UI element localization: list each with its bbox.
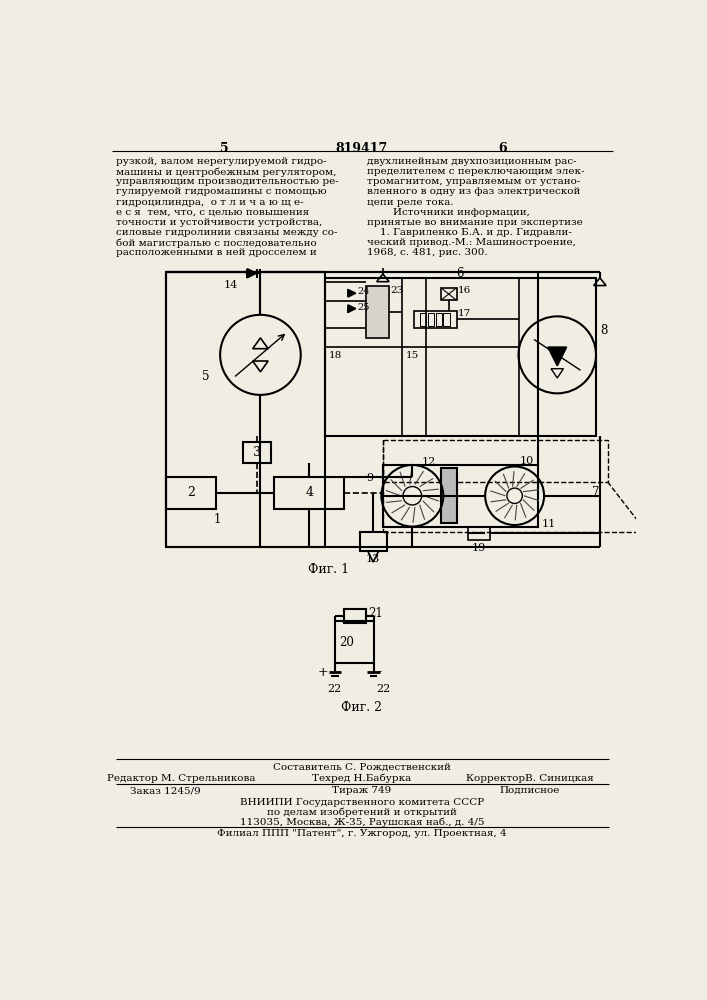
Text: КорректорВ. Синицкая: КорректорВ. Синицкая: [466, 774, 594, 783]
Text: Техред Н.Бабурка: Техред Н.Бабурка: [312, 774, 411, 783]
Text: 12: 12: [421, 457, 436, 467]
Text: Составитель С. Рождественский: Составитель С. Рождественский: [273, 763, 451, 772]
Text: 1968, с. 481, рис. 300.: 1968, с. 481, рис. 300.: [368, 248, 488, 257]
Text: е с я  тем, что, с целью повышения: е с я тем, что, с целью повышения: [115, 208, 309, 217]
Bar: [166, 272, 325, 547]
Polygon shape: [348, 305, 356, 312]
Text: управляющим производительностью ре-: управляющим производительностью ре-: [115, 177, 338, 186]
Text: гидроцилиндра,  о т л и ч а ю щ е-: гидроцилиндра, о т л и ч а ю щ е-: [115, 198, 303, 207]
Bar: [243, 442, 271, 463]
Text: 19: 19: [472, 543, 486, 553]
Text: Фиг. 1: Фиг. 1: [308, 563, 349, 576]
Bar: [420, 313, 426, 326]
Text: 22: 22: [327, 684, 341, 694]
Text: 8: 8: [600, 324, 607, 337]
Text: пределителем с переключающим элек-: пределителем с переключающим элек-: [368, 167, 585, 176]
Text: 4: 4: [305, 486, 313, 499]
Text: 25: 25: [357, 303, 370, 312]
Text: 10: 10: [520, 456, 534, 466]
Text: расположенными в ней дросселем и: расположенными в ней дросселем и: [115, 248, 316, 257]
Text: рузкой, валом нерегулируемой гидро-: рузкой, валом нерегулируемой гидро-: [115, 157, 326, 166]
Bar: [414, 311, 457, 328]
Bar: [441, 468, 457, 523]
Bar: [360, 532, 387, 551]
Bar: [428, 313, 434, 326]
Bar: [366, 286, 389, 338]
Polygon shape: [548, 347, 566, 366]
Text: 6: 6: [498, 142, 508, 155]
Text: ческий привод.-М.: Машиностроение,: ческий привод.-М.: Машиностроение,: [368, 238, 576, 247]
Bar: [274, 477, 344, 509]
Text: ВНИИПИ Государственного комитета СССР: ВНИИПИ Государственного комитета СССР: [240, 798, 484, 807]
Text: гулируемой гидромашины с помощью: гулируемой гидромашины с помощью: [115, 187, 326, 196]
Text: силовые гидролинии связаны между со-: силовые гидролинии связаны между со-: [115, 228, 337, 237]
Text: 11: 11: [542, 519, 556, 529]
Bar: [325, 278, 596, 436]
Text: 3: 3: [253, 446, 261, 459]
Text: бой магистралью с последовательно: бой магистралью с последовательно: [115, 238, 316, 248]
Text: 16: 16: [458, 286, 472, 295]
Text: +: +: [317, 666, 328, 679]
Text: вленного в одну из фаз электрической: вленного в одну из фаз электрической: [368, 187, 580, 196]
Bar: [468, 527, 490, 540]
Text: 819417: 819417: [336, 142, 388, 155]
Text: 23: 23: [391, 286, 404, 295]
Text: 2: 2: [187, 486, 195, 499]
Text: 1: 1: [214, 513, 221, 526]
Text: Источники информации,: Источники информации,: [368, 208, 530, 217]
Bar: [383, 465, 538, 527]
Bar: [344, 609, 366, 623]
Text: Фиг. 2: Фиг. 2: [341, 701, 382, 714]
Bar: [166, 477, 216, 509]
Bar: [441, 288, 457, 300]
Bar: [335, 620, 373, 663]
Text: цепи реле тока.: цепи реле тока.: [368, 198, 454, 207]
Text: 5: 5: [220, 142, 228, 155]
Text: машины и центробежным регулятором,: машины и центробежным регулятором,: [115, 167, 336, 177]
Text: -: -: [376, 665, 381, 679]
Text: Заказ 1245/9: Заказ 1245/9: [131, 786, 201, 795]
Text: двухлинейным двухпозиционным рас-: двухлинейным двухпозиционным рас-: [368, 157, 577, 166]
Text: Тираж 749: Тираж 749: [332, 786, 392, 795]
Text: 6: 6: [457, 267, 464, 280]
Text: 9: 9: [366, 473, 373, 483]
Text: 13: 13: [366, 554, 380, 564]
Text: Редактор М. Стрельникова: Редактор М. Стрельникова: [107, 774, 256, 783]
Text: 113035, Москва, Ж-35, Раушская наб., д. 4/5: 113035, Москва, Ж-35, Раушская наб., д. …: [240, 818, 484, 827]
Text: 1. Гавриленко Б.А. и др. Гидравли-: 1. Гавриленко Б.А. и др. Гидравли-: [368, 228, 572, 237]
Text: 18: 18: [329, 351, 342, 360]
Text: 7: 7: [592, 486, 600, 499]
Text: Филиал ППП "Патент", г. Ужгород, ул. Проектная, 4: Филиал ППП "Патент", г. Ужгород, ул. Про…: [217, 829, 507, 838]
Bar: [436, 313, 442, 326]
Text: точности и устойчивости устройства,: точности и устойчивости устройства,: [115, 218, 322, 227]
Polygon shape: [247, 269, 257, 278]
Text: 17: 17: [458, 309, 472, 318]
Text: 21: 21: [368, 607, 383, 620]
Bar: [443, 313, 450, 326]
Text: 14: 14: [224, 280, 238, 290]
Text: по делам изобретений и открытий: по делам изобретений и открытий: [267, 808, 457, 817]
Text: Подписное: Подписное: [500, 786, 561, 795]
Text: 24: 24: [357, 287, 370, 296]
Bar: [383, 440, 607, 482]
Text: 15: 15: [406, 351, 419, 360]
Polygon shape: [348, 289, 356, 297]
Text: 5: 5: [202, 370, 210, 383]
Text: принятые во внимание при экспертизе: принятые во внимание при экспертизе: [368, 218, 583, 227]
Text: 20: 20: [339, 636, 354, 649]
Text: тромагнитом, управляемым от устано-: тромагнитом, управляемым от устано-: [368, 177, 580, 186]
Text: 22: 22: [376, 684, 390, 694]
